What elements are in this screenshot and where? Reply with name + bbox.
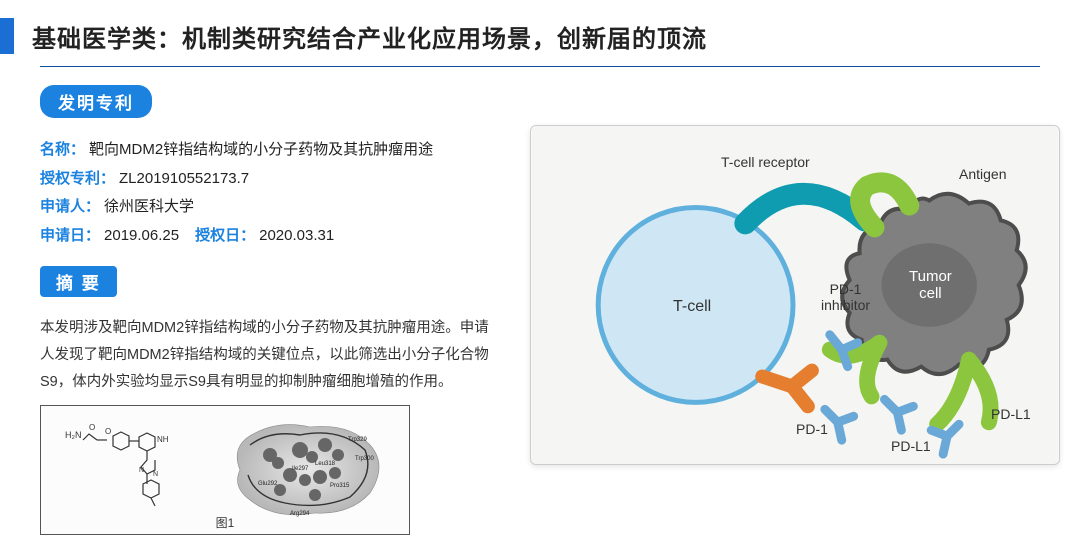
svg-text:Trp329: Trp329 bbox=[348, 437, 367, 443]
figure-1-box: H₂N O O NH N N bbox=[40, 405, 410, 535]
patent-no-value: ZL201910552173.7 bbox=[119, 165, 249, 194]
tcell-diagram: T-cell receptor Antigen T-cell Tumor cel… bbox=[530, 125, 1060, 465]
svg-text:Leu318: Leu318 bbox=[315, 461, 336, 467]
grant-date-value: 2020.03.31 bbox=[259, 222, 334, 251]
molecule-structure-icon: H₂N O O NH N N bbox=[61, 420, 201, 520]
name-label: 名称： bbox=[40, 136, 85, 165]
label-pd1-inhibitor: PD-1 inhibitor bbox=[821, 281, 870, 313]
header-divider bbox=[40, 66, 1040, 67]
apply-date-label: 申请日： bbox=[40, 222, 100, 251]
svg-text:H₂N: H₂N bbox=[65, 430, 82, 440]
svg-text:Trp300: Trp300 bbox=[355, 456, 374, 462]
slide-title: 基础医学类：机制类研究结合产业化应用场景，创新届的顶流 bbox=[32, 19, 707, 54]
svg-text:Pro315: Pro315 bbox=[330, 483, 350, 489]
patent-name-row: 名称： 靶向MDM2锌指结构域的小分子药物及其抗肿瘤用途 bbox=[40, 136, 500, 165]
svg-text:NH: NH bbox=[157, 435, 169, 444]
svg-text:Ile297: Ile297 bbox=[292, 466, 309, 472]
slide-header: 基础医学类：机制类研究结合产业化应用场景，创新届的顶流 bbox=[0, 0, 1080, 66]
protein-structure-icon: Glu292 Ile297 Leu318 Pro315 Trp329 Trp30… bbox=[220, 415, 390, 525]
svg-text:N: N bbox=[153, 471, 158, 478]
svg-text:Arg294: Arg294 bbox=[290, 511, 310, 517]
right-column: T-cell receptor Antigen T-cell Tumor cel… bbox=[530, 85, 1060, 535]
patent-no-row: 授权专利： ZL201910552173.7 bbox=[40, 165, 500, 194]
applicant-row: 申请人： 徐州医科大学 bbox=[40, 193, 500, 222]
patent-info: 名称： 靶向MDM2锌指结构域的小分子药物及其抗肿瘤用途 授权专利： ZL201… bbox=[40, 136, 500, 250]
svg-text:O: O bbox=[89, 423, 95, 432]
label-tumor: Tumor cell bbox=[909, 268, 952, 302]
svg-text:Glu292: Glu292 bbox=[258, 481, 278, 487]
applicant-label: 申请人： bbox=[40, 193, 100, 222]
label-tcell: T-cell bbox=[673, 298, 711, 316]
svg-text:N: N bbox=[139, 467, 144, 474]
name-value: 靶向MDM2锌指结构域的小分子药物及其抗肿瘤用途 bbox=[89, 136, 433, 165]
figure-caption: 图1 bbox=[216, 514, 235, 531]
header-accent-bar bbox=[0, 18, 14, 54]
label-antigen: Antigen bbox=[959, 166, 1006, 182]
label-pdl1-2: PD-L1 bbox=[991, 406, 1031, 422]
label-pdl1-1: PD-L1 bbox=[891, 438, 931, 454]
applicant-value: 徐州医科大学 bbox=[104, 193, 194, 222]
dates-row: 申请日： 2019.06.25 授权日： 2020.03.31 bbox=[40, 222, 500, 251]
slide-content: 发明专利 名称： 靶向MDM2锌指结构域的小分子药物及其抗肿瘤用途 授权专利： … bbox=[0, 85, 1080, 535]
grant-date-label: 授权日： bbox=[195, 222, 255, 251]
left-column: 发明专利 名称： 靶向MDM2锌指结构域的小分子药物及其抗肿瘤用途 授权专利： … bbox=[40, 85, 500, 535]
abstract-text: 本发明涉及靶向MDM2锌指结构域的小分子药物及其抗肿瘤用途。申请人发现了靶向MD… bbox=[40, 315, 500, 395]
label-tcell-receptor: T-cell receptor bbox=[721, 154, 810, 170]
apply-date-value: 2019.06.25 bbox=[104, 222, 179, 251]
label-pd1: PD-1 bbox=[796, 421, 828, 437]
abstract-pill: 摘 要 bbox=[40, 266, 117, 297]
svg-text:O: O bbox=[105, 427, 111, 436]
patent-no-label: 授权专利： bbox=[40, 165, 115, 194]
patent-pill: 发明专利 bbox=[40, 85, 152, 118]
